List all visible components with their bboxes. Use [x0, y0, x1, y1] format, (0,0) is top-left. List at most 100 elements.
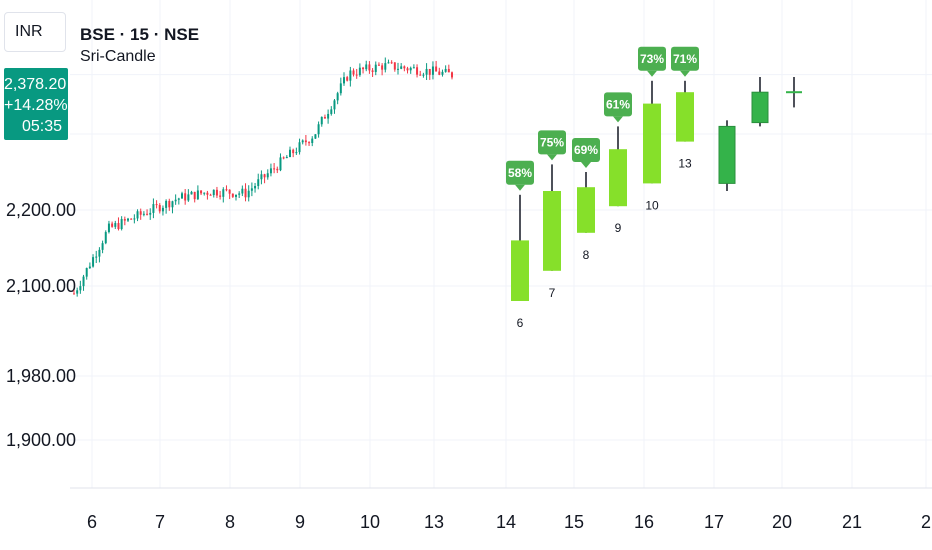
history-candle-body[interactable]: [400, 66, 403, 69]
history-candle-body[interactable]: [435, 66, 438, 72]
history-candle-body[interactable]: [225, 189, 228, 191]
history-candle-body[interactable]: [117, 223, 120, 230]
history-candle-body[interactable]: [92, 257, 95, 267]
history-candle-body[interactable]: [181, 193, 183, 199]
forecast-candle-body[interactable]: [511, 240, 529, 301]
history-candle-body[interactable]: [314, 134, 317, 139]
history-candle-body[interactable]: [336, 93, 339, 101]
history-candle-body[interactable]: [387, 62, 390, 64]
history-candle-body[interactable]: [168, 200, 171, 208]
history-candle-body[interactable]: [193, 191, 196, 200]
history-candle-body[interactable]: [441, 71, 444, 75]
history-candle-body[interactable]: [419, 74, 422, 76]
history-candle-body[interactable]: [269, 168, 272, 174]
history-candle-body[interactable]: [384, 63, 387, 70]
history-candle-body[interactable]: [377, 64, 380, 66]
history-candle-body[interactable]: [451, 72, 453, 78]
forecast-candle-body[interactable]: [609, 149, 627, 207]
symbol-title[interactable]: BSE · 15 · NSE: [80, 25, 200, 44]
history-candle-body[interactable]: [276, 168, 279, 171]
history-candle-body[interactable]: [79, 286, 82, 291]
history-candle-body[interactable]: [73, 293, 75, 295]
history-candle-body[interactable]: [403, 66, 406, 69]
history-candle-body[interactable]: [241, 188, 244, 194]
history-candle-body[interactable]: [362, 67, 365, 70]
history-candle-body[interactable]: [235, 194, 237, 197]
history-candle-body[interactable]: [111, 223, 114, 227]
history-candle-body[interactable]: [330, 109, 333, 114]
history-candle-body[interactable]: [257, 179, 260, 187]
history-candle-body[interactable]: [212, 189, 215, 196]
history-candle-body[interactable]: [196, 190, 199, 200]
history-candle-body[interactable]: [263, 174, 266, 178]
history-candle-body[interactable]: [136, 211, 139, 219]
history-candle-body[interactable]: [215, 189, 218, 196]
forecast-candle-body[interactable]: [718, 125, 736, 184]
history-candle-body[interactable]: [95, 256, 98, 258]
forecast-candle-body[interactable]: [676, 92, 694, 142]
history-candle-body[interactable]: [298, 142, 301, 153]
history-candle-body[interactable]: [114, 223, 117, 227]
history-candle-body[interactable]: [393, 62, 396, 70]
history-candle-body[interactable]: [209, 194, 212, 196]
history-candle-body[interactable]: [247, 190, 250, 198]
history-candle-body[interactable]: [425, 68, 428, 75]
history-candle-body[interactable]: [142, 213, 145, 215]
history-candle-body[interactable]: [282, 157, 285, 159]
history-candle-body[interactable]: [120, 219, 123, 230]
history-candle-body[interactable]: [161, 207, 164, 212]
history-candle-body[interactable]: [279, 157, 282, 171]
history-candle-body[interactable]: [254, 186, 257, 189]
history-candle-body[interactable]: [295, 152, 298, 154]
history-candle-body[interactable]: [416, 67, 419, 75]
history-candle-body[interactable]: [397, 68, 399, 70]
history-candle-body[interactable]: [244, 188, 247, 198]
history-candle-body[interactable]: [444, 68, 447, 72]
history-candle-body[interactable]: [333, 100, 336, 110]
history-candle-body[interactable]: [317, 124, 320, 135]
history-candle-body[interactable]: [374, 64, 377, 72]
history-candle-body[interactable]: [187, 194, 190, 201]
history-candle-body[interactable]: [130, 218, 133, 220]
history-candle-body[interactable]: [104, 232, 107, 244]
history-candle-body[interactable]: [304, 140, 307, 143]
history-candle-body[interactable]: [85, 268, 88, 277]
history-candle-body[interactable]: [327, 113, 330, 119]
history-candle-body[interactable]: [177, 198, 180, 200]
history-candle-body[interactable]: [320, 116, 323, 125]
history-candle-body[interactable]: [152, 204, 155, 213]
history-candle-body[interactable]: [365, 64, 368, 70]
history-candle-body[interactable]: [289, 149, 291, 158]
history-candle-body[interactable]: [352, 70, 355, 75]
history-candle-body[interactable]: [406, 68, 409, 71]
history-candle-body[interactable]: [155, 204, 158, 206]
history-candle-body[interactable]: [381, 65, 384, 70]
history-candle-body[interactable]: [158, 205, 161, 212]
forecast-candle-body[interactable]: [751, 91, 769, 124]
history-candle-body[interactable]: [285, 157, 288, 159]
history-candle-body[interactable]: [139, 211, 142, 215]
history-candle-body[interactable]: [308, 142, 311, 144]
history-candle-body[interactable]: [222, 189, 225, 197]
history-candle-body[interactable]: [355, 74, 358, 76]
history-candle-body[interactable]: [428, 68, 431, 75]
history-candle-body[interactable]: [447, 68, 450, 73]
history-candle-body[interactable]: [292, 149, 295, 154]
history-candle-body[interactable]: [203, 192, 206, 194]
history-candle-body[interactable]: [219, 195, 222, 197]
history-candle-body[interactable]: [301, 140, 304, 143]
forecast-candle-body[interactable]: [543, 191, 561, 271]
history-candle-body[interactable]: [165, 200, 168, 208]
history-candle-body[interactable]: [260, 174, 263, 180]
history-candle-body[interactable]: [228, 189, 231, 194]
history-candle-body[interactable]: [107, 223, 110, 233]
history-candle-body[interactable]: [371, 70, 374, 72]
history-candle-body[interactable]: [123, 219, 126, 221]
history-candle-body[interactable]: [238, 193, 241, 195]
forecast-candle-body[interactable]: [643, 103, 661, 184]
currency-selector[interactable]: INR: [4, 12, 66, 52]
history-candle-body[interactable]: [343, 77, 345, 84]
history-candle-body[interactable]: [273, 168, 276, 170]
history-candle-body[interactable]: [409, 67, 412, 71]
history-candle-body[interactable]: [250, 188, 253, 191]
